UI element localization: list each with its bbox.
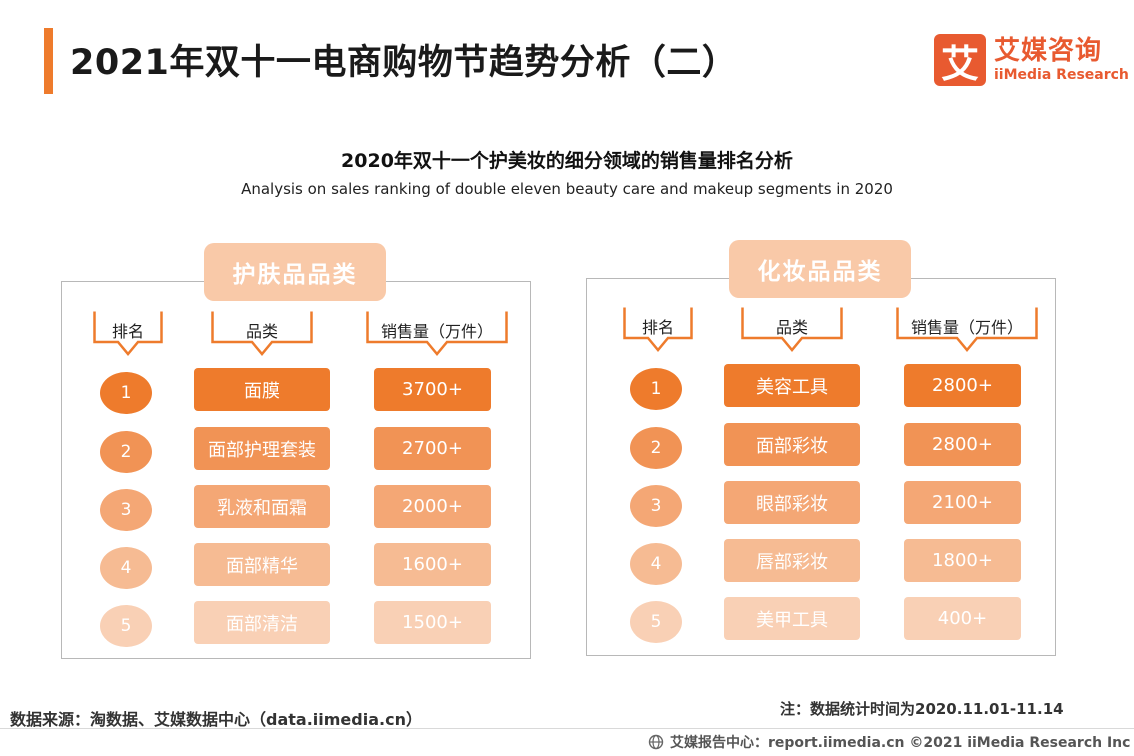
title-accent-bar: [44, 28, 53, 94]
skincare-header-rank-label: 排名: [111, 322, 144, 341]
makeup-category-1: 美容工具: [724, 364, 860, 407]
skincare-sales-4: 1600+: [374, 543, 491, 586]
chart-subtitle: Analysis on sales ranking of double elev…: [241, 180, 893, 198]
skincare-sales-3: 2000+: [374, 485, 491, 528]
header-frame-icon: [366, 311, 508, 356]
makeup-sales-3: 2100+: [904, 481, 1021, 524]
skincare-sales-2: 2700+: [374, 427, 491, 470]
makeup-rank-5: 5: [630, 601, 682, 643]
copyright-text: 艾媒报告中心：report.iimedia.cn ©2021 iiMedia R…: [670, 735, 1131, 751]
logo-text: 艾媒咨询 iiMedia Research: [994, 36, 1129, 84]
skincare-category-5: 面部清洁: [194, 601, 330, 644]
skincare-rank-3: 3: [100, 489, 152, 531]
makeup-sales-2: 2800+: [904, 423, 1021, 466]
skincare-header-category-label: 品类: [245, 322, 278, 341]
skincare-header-sales-label: 销售量（万件）: [380, 322, 493, 341]
makeup-sales-5: 400+: [904, 597, 1021, 640]
page-title: 2021年双十一电商购物节趋势分析（二）: [70, 43, 738, 83]
makeup-category-5: 美甲工具: [724, 597, 860, 640]
makeup-category-2: 面部彩妆: [724, 423, 860, 466]
skincare-sales-1: 3700+: [374, 368, 491, 411]
makeup-sales-4: 1800+: [904, 539, 1021, 582]
iimedia-logo: 艾 艾媒咨询 iiMedia Research: [934, 34, 1129, 86]
skincare-rank-4: 4: [100, 547, 152, 589]
logo-en: iiMedia Research: [994, 67, 1129, 83]
makeup-header-category-label: 品类: [775, 318, 808, 337]
makeup-header-sales-label: 销售量（万件）: [910, 318, 1023, 337]
data-source: 数据来源：淘数据、艾媒数据中心（data.iimedia.cn）: [10, 710, 422, 729]
makeup-header-sales: 销售量（万件）: [896, 306, 1038, 354]
makeup-header-category: 品类: [741, 306, 843, 354]
skincare-category-2: 面部护理套装: [194, 427, 330, 470]
skincare-category-4: 面部精华: [194, 543, 330, 586]
makeup-header-rank: 排名: [623, 306, 693, 354]
makeup-rank-1: 1: [630, 368, 682, 410]
skincare-rank-5: 5: [100, 605, 152, 647]
skincare-sales-5: 1500+: [374, 601, 491, 644]
skincare-header-category: 品类: [211, 310, 313, 358]
skincare-tab: 护肤品品类: [204, 243, 386, 301]
header-frame-icon: [93, 311, 163, 356]
footer-divider: [0, 728, 1134, 729]
header-frame-icon: [623, 307, 693, 352]
makeup-header-rank-label: 排名: [641, 318, 674, 337]
makeup-category-3: 眼部彩妆: [724, 481, 860, 524]
header-frame-icon: [896, 307, 1038, 352]
skincare-category-1: 面膜: [194, 368, 330, 411]
skincare-rank-2: 2: [100, 431, 152, 473]
footer-copyright: 艾媒报告中心：report.iimedia.cn ©2021 iiMedia R…: [648, 732, 1130, 752]
makeup-rank-2: 2: [630, 427, 682, 469]
skincare-header-sales: 销售量（万件）: [366, 310, 508, 358]
logo-mark-icon: 艾: [934, 34, 986, 86]
header-frame-icon: [741, 307, 843, 352]
makeup-tab: 化妆品品类: [729, 240, 911, 298]
makeup-category-4: 唇部彩妆: [724, 539, 860, 582]
logo-cn: 艾媒咨询: [994, 36, 1103, 66]
makeup-rank-4: 4: [630, 543, 682, 585]
data-note: 注：数据统计时间为2020.11.01-11.14: [780, 700, 1064, 718]
header-frame-icon: [211, 311, 313, 356]
skincare-header-rank: 排名: [93, 310, 163, 358]
chart-title: 2020年双十一个护美妆的细分领域的销售量排名分析: [341, 150, 793, 172]
skincare-rank-1: 1: [100, 372, 152, 414]
skincare-category-3: 乳液和面霜: [194, 485, 330, 528]
makeup-rank-3: 3: [630, 485, 682, 527]
globe-icon: [648, 734, 664, 750]
makeup-sales-1: 2800+: [904, 364, 1021, 407]
